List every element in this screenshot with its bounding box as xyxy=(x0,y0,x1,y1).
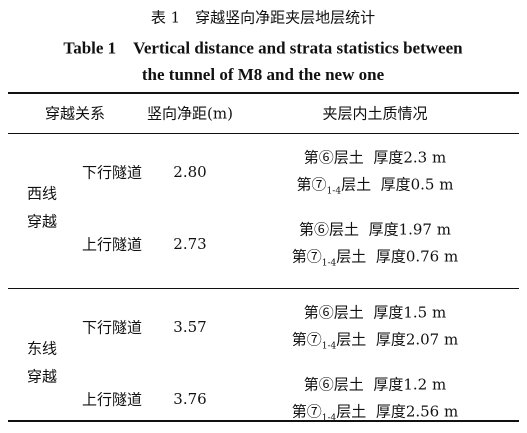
strata-pre: 第⑥层土 厚度1.97 m xyxy=(299,220,451,239)
strata-pre: 第⑥层土 厚度2.3 m xyxy=(303,148,447,167)
tunnel: 下行隧道 xyxy=(81,318,143,337)
header-cell: 竖向净距(m) xyxy=(147,104,233,123)
group-label: 东线 xyxy=(26,339,58,358)
strata-post: 层土 厚度0.5 m xyxy=(341,175,454,194)
strata-pre: 第⑦ xyxy=(291,330,322,349)
strata-line: 第⑦1-4层土 厚度2.07 m xyxy=(292,329,458,352)
strata-line: 第⑥层土 厚度1.97 m xyxy=(299,219,451,240)
tunnel: 下行隧道 xyxy=(81,163,143,182)
strata-sub: 1-4 xyxy=(321,341,337,352)
strata-pre: 第⑦ xyxy=(296,175,327,194)
group-label: 西线 xyxy=(26,184,58,203)
strata-sub: 1-4 xyxy=(321,258,337,269)
tunnel: 上行隧道 xyxy=(81,390,143,409)
strata-sub: 1-4 xyxy=(326,186,342,197)
strata-line: 第⑦1-4层土 厚度2.56 m xyxy=(292,401,458,424)
strata-pre: 第⑦ xyxy=(291,402,322,421)
distance: 2.73 xyxy=(173,235,207,253)
strata-pre: 第⑥层土 厚度1.5 m xyxy=(303,303,447,322)
strata-post: 层土 厚度2.07 m xyxy=(336,330,459,349)
caption-cn: 表 1 穿越竖向净距夹层地层统计 xyxy=(150,8,376,27)
bottom-rule xyxy=(8,420,519,422)
strata-line: 第⑦1-4层土 厚度0.5 m xyxy=(297,174,454,197)
strata-line: 第⑥层土 厚度1.5 m xyxy=(304,302,446,323)
strata-post: 层土 厚度0.76 m xyxy=(336,247,459,266)
group-label: 穿越 xyxy=(26,367,58,386)
group-rule xyxy=(8,288,519,289)
distance: 2.80 xyxy=(173,163,207,181)
group-label: 穿越 xyxy=(26,212,58,231)
top-rule xyxy=(8,92,519,94)
header-rule xyxy=(8,133,519,134)
strata-post: 层土 厚度2.56 m xyxy=(336,402,459,421)
strata-pre: 第⑥层土 厚度1.2 m xyxy=(303,375,447,394)
strata-line: 第⑥层土 厚度1.2 m xyxy=(304,374,446,395)
header-cell: 穿越关系 xyxy=(44,104,106,123)
distance: 3.57 xyxy=(173,318,207,336)
caption-en: Table 1 Vertical distance and strata sta… xyxy=(63,38,463,58)
caption-en: the tunnel of M8 and the new one xyxy=(141,65,385,84)
strata-line: 第⑥层土 厚度2.3 m xyxy=(304,147,446,168)
strata-pre: 第⑦ xyxy=(291,247,322,266)
header-cell: 夹层内土质情况 xyxy=(322,104,428,123)
distance: 3.76 xyxy=(173,390,207,408)
tunnel: 上行隧道 xyxy=(81,235,143,254)
strata-sub: 1-4 xyxy=(321,413,337,424)
strata-line: 第⑦1-4层土 厚度0.76 m xyxy=(292,246,458,269)
